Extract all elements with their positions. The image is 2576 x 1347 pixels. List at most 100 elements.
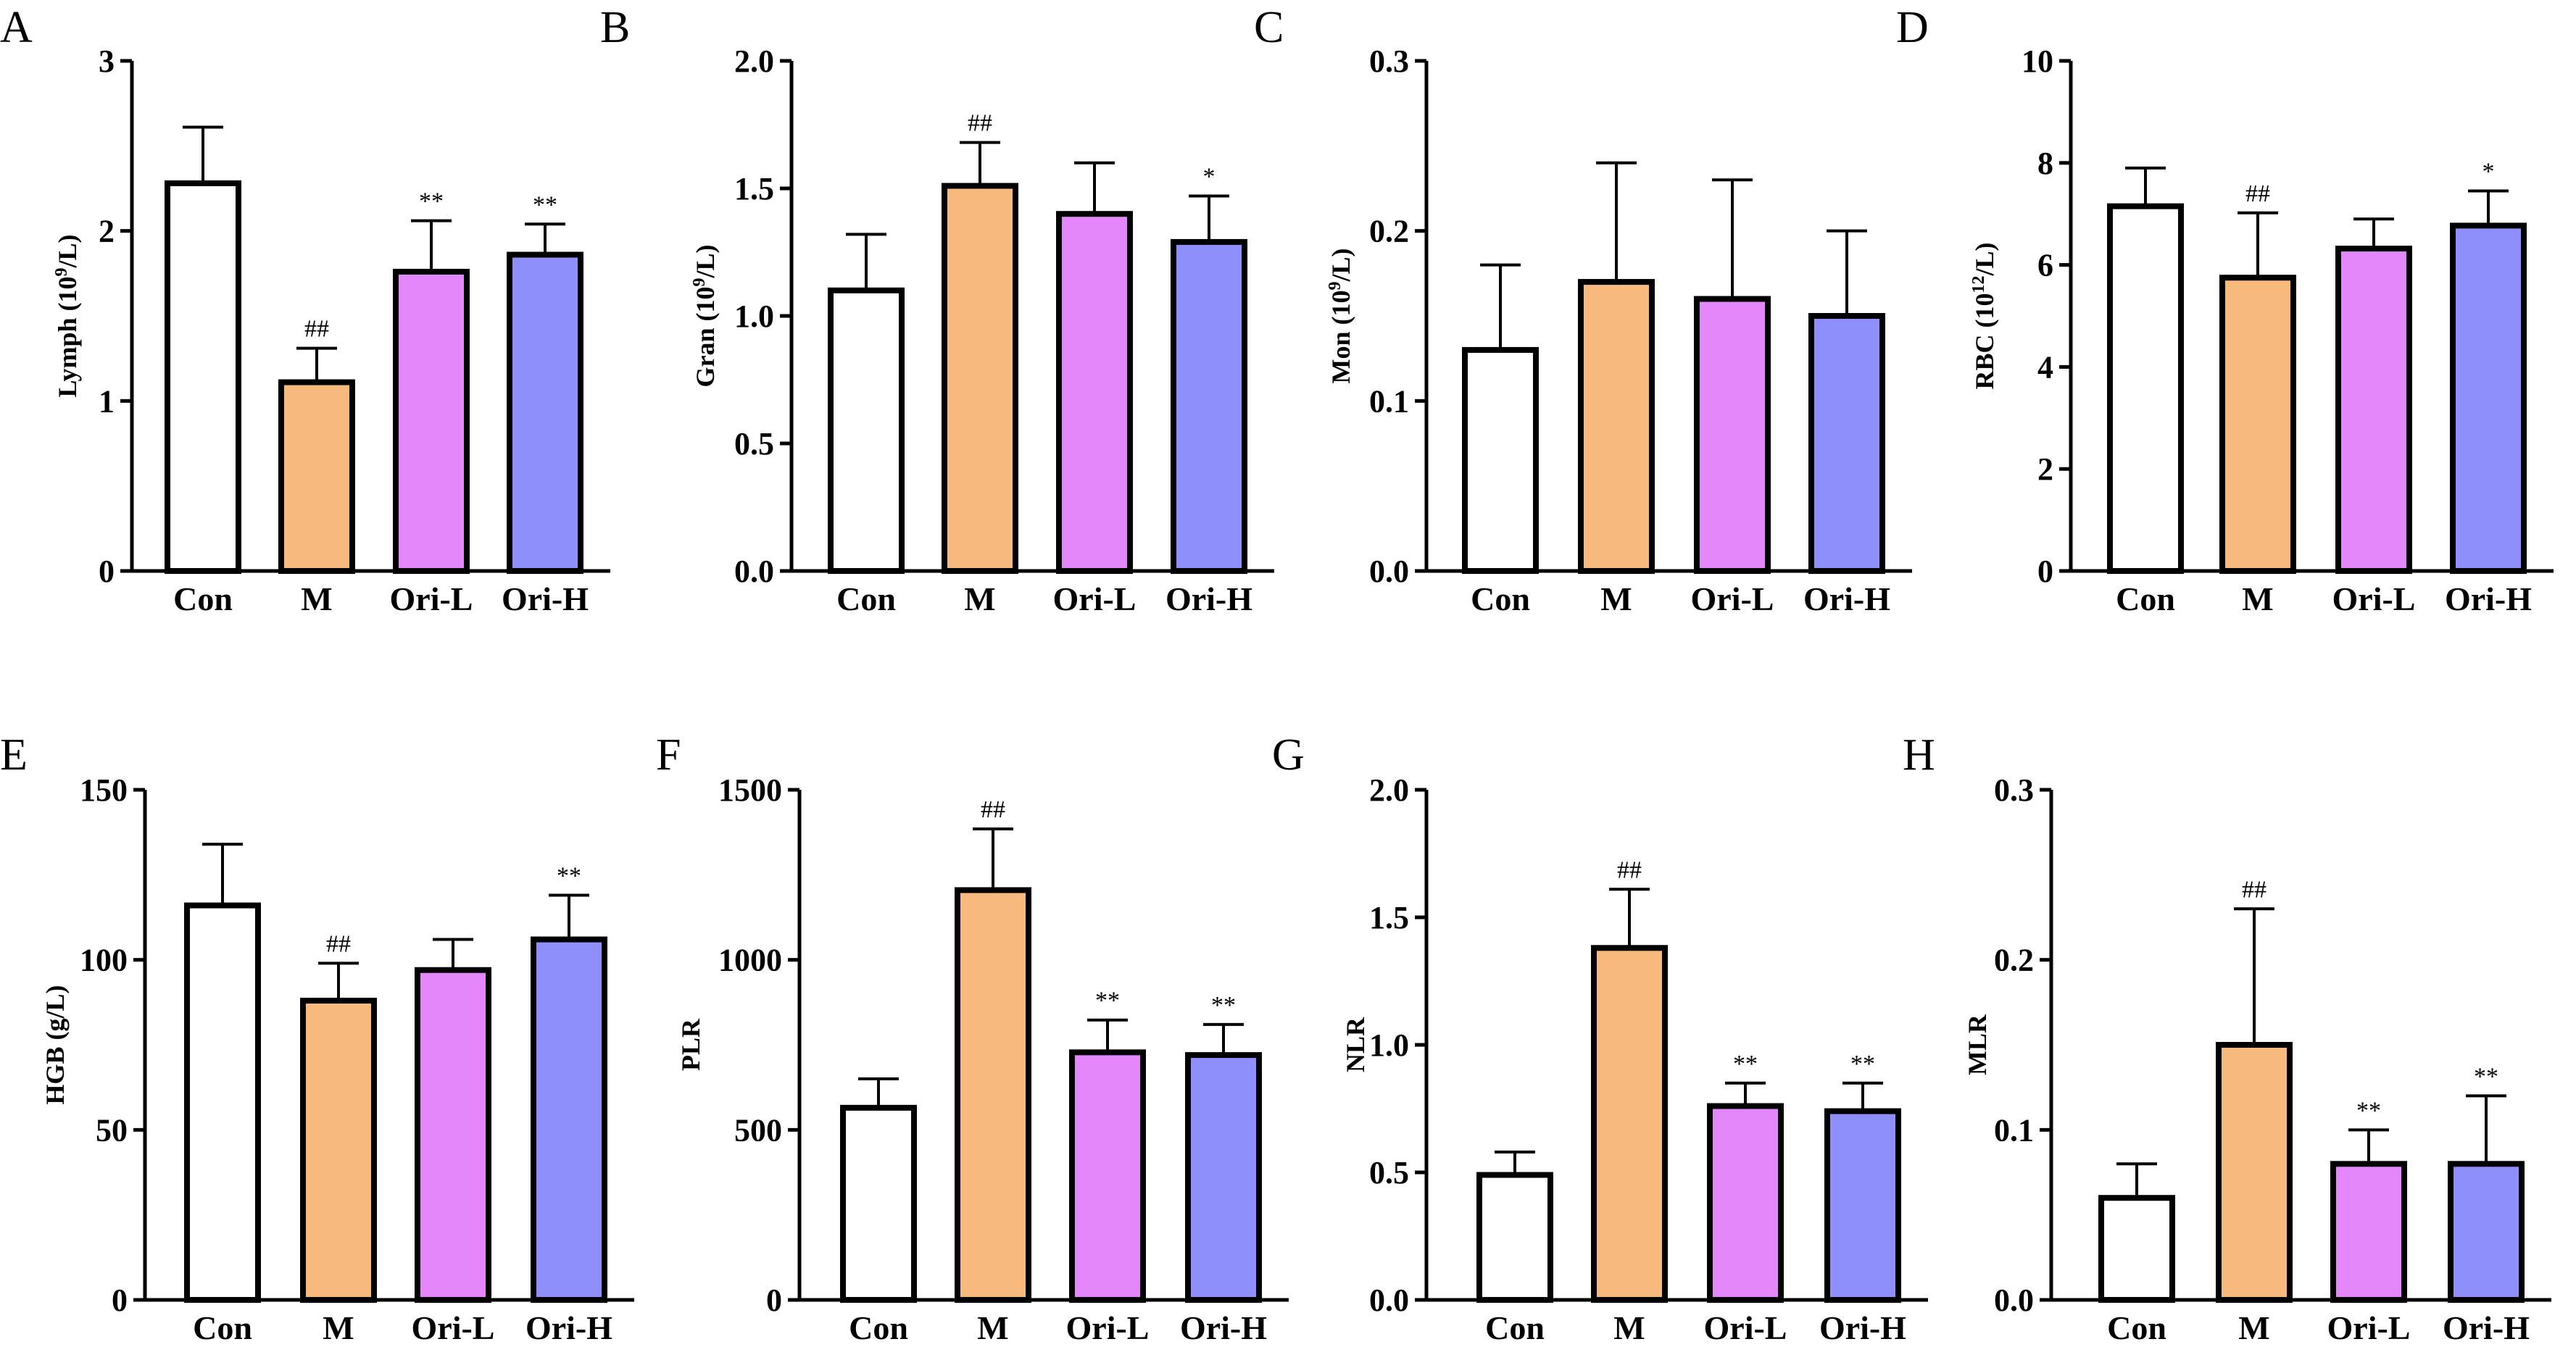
y-tick-label: 2: [99, 214, 115, 249]
x-tick-label: Con: [849, 1309, 908, 1346]
significance-mark: **: [1211, 992, 1236, 1019]
x-tick-label: Ori-H: [502, 580, 589, 617]
x-tick-label: Ori-L: [412, 1309, 495, 1346]
bar-con: [184, 902, 261, 1304]
panel-letter: F: [656, 730, 681, 780]
x-tick-label: Ori-L: [2327, 1309, 2411, 1346]
x-tick-label: M: [301, 580, 332, 617]
y-tick-label: 100: [80, 943, 128, 978]
bar-con: [2098, 1195, 2175, 1303]
y-tick-label: 0: [99, 554, 115, 589]
y-tick-label: 3: [99, 43, 115, 79]
y-axis-label: Mon (109/L): [1326, 248, 1355, 383]
x-tick-label: M: [977, 1309, 1008, 1346]
x-tick-label: Ori-H: [1803, 580, 1890, 617]
significance-mark: ##: [2245, 180, 2270, 207]
bar-ori-h: [507, 251, 583, 574]
y-tick-label: 1.0: [734, 299, 774, 334]
significance-mark: **: [2474, 1063, 2498, 1090]
panel-b: B Gran (109/L) Con ## M Ori-L * Ori-H 0.0 0.5 1.0 1…: [600, 3, 1274, 617]
x-tick-label: Ori-L: [1704, 1309, 1787, 1346]
y-axis-label: NLR: [1341, 1017, 1370, 1072]
y-tick-label: 1.5: [734, 171, 774, 207]
y-tick-label: 2.0: [734, 43, 774, 79]
bar-ori-h: [2448, 1161, 2525, 1304]
x-tick-label: Ori-L: [1691, 580, 1774, 617]
bar-m: [2219, 275, 2296, 574]
x-tick-label: M: [964, 580, 995, 617]
bar-con: [828, 287, 905, 574]
y-tick-label: 1.5: [1369, 900, 1409, 935]
bar-ori-l: [1694, 296, 1771, 574]
significance-mark: ##: [326, 930, 351, 957]
y-tick-label: 4: [2037, 349, 2053, 385]
x-tick-label: Con: [2107, 1309, 2166, 1346]
y-tick-label: 6: [2037, 248, 2053, 283]
y-tick-label: 0.1: [1994, 1112, 2034, 1148]
bar-ori-l: [1069, 1049, 1146, 1303]
panel-d: D RBC (1012/L) Con ## M Ori-L * Ori-H 0 2 4 6 8 10: [1896, 3, 2554, 617]
bar-ori-h: [1824, 1108, 1901, 1304]
y-tick-label: 0.3: [1994, 772, 2034, 808]
y-tick-label: 1500: [718, 772, 782, 808]
y-tick-label: 0: [2037, 554, 2053, 589]
significance-mark: ##: [304, 316, 329, 343]
bar-m: [300, 997, 377, 1304]
y-axis-label: Gran (109/L): [690, 244, 720, 387]
y-tick-label: 0.5: [1369, 1155, 1409, 1190]
x-tick-label: Con: [2116, 580, 2175, 617]
x-tick-label: Con: [836, 580, 896, 617]
y-tick-label: 0.3: [1369, 43, 1409, 79]
bar-ori-h: [1185, 1052, 1262, 1303]
y-tick-label: 0.0: [1369, 1283, 1409, 1318]
x-tick-label: M: [1600, 580, 1632, 617]
y-axis-label: MLR: [1963, 1014, 1992, 1075]
x-tick-label: M: [1613, 1309, 1645, 1346]
y-axis-label: Lymph (109/L): [52, 234, 82, 397]
bar-ori-l: [2330, 1161, 2407, 1304]
y-tick-label: 0.2: [1369, 214, 1409, 249]
significance-mark: **: [533, 191, 557, 218]
bar-ori-h: [2450, 222, 2527, 574]
significance-mark: *: [1203, 164, 1216, 191]
significance-mark: **: [419, 188, 444, 215]
bar-con: [1476, 1172, 1553, 1304]
y-tick-label: 2: [2037, 451, 2053, 487]
bar-ori-l: [2335, 246, 2412, 574]
x-tick-label: M: [323, 1309, 354, 1346]
bar-ori-h: [1171, 238, 1247, 574]
y-tick-label: 0.0: [734, 554, 774, 589]
panel-g: G NLR Con ## M ** Ori-L ** Ori-H 0.0 0.5 1.0 1.5 2.0: [1272, 730, 1928, 1346]
x-tick-label: Ori-H: [1819, 1309, 1906, 1346]
bar-ori-l: [415, 967, 491, 1304]
y-axis-label: PLR: [676, 1018, 705, 1071]
significance-mark: ##: [981, 796, 1005, 823]
bar-con: [165, 180, 241, 574]
y-tick-label: 50: [96, 1112, 128, 1148]
significance-mark: ##: [968, 110, 992, 137]
bar-m: [942, 183, 1018, 575]
bar-ori-l: [1707, 1103, 1784, 1303]
y-tick-label: 500: [734, 1112, 782, 1148]
significance-mark: **: [1850, 1051, 1875, 1077]
bar-m: [1578, 279, 1655, 574]
x-tick-label: Con: [193, 1309, 252, 1346]
bar-con: [840, 1104, 917, 1303]
bar-m: [1591, 945, 1668, 1303]
bar-m: [2216, 1042, 2293, 1303]
y-tick-label: 0.0: [1369, 554, 1409, 589]
panel-letter: H: [1903, 730, 1935, 780]
x-tick-label: Ori-H: [1180, 1309, 1267, 1346]
panel-h: H MLR Con ## M ** Ori-L ** Ori-H 0.0 0.1 0.2 0.3: [1903, 730, 2551, 1346]
y-tick-label: 0.2: [1994, 943, 2034, 978]
y-tick-label: 0.1: [1369, 383, 1409, 419]
significance-mark: **: [557, 862, 581, 889]
panel-a: A Lymph (109/L) Con ## M ** Ori-L ** Ori-H 0 1 2 3: [0, 3, 610, 617]
y-tick-label: 0: [112, 1283, 128, 1318]
panel-letter: D: [1896, 3, 1929, 52]
bar-m: [278, 379, 355, 575]
x-tick-label: Ori-H: [2445, 580, 2532, 617]
bar-ori-l: [1056, 211, 1133, 574]
panel-f: F PLR Con ## M ** Ori-L ** Ori-H 0 500 1000 1500: [656, 730, 1289, 1346]
x-tick-label: Con: [173, 580, 233, 617]
